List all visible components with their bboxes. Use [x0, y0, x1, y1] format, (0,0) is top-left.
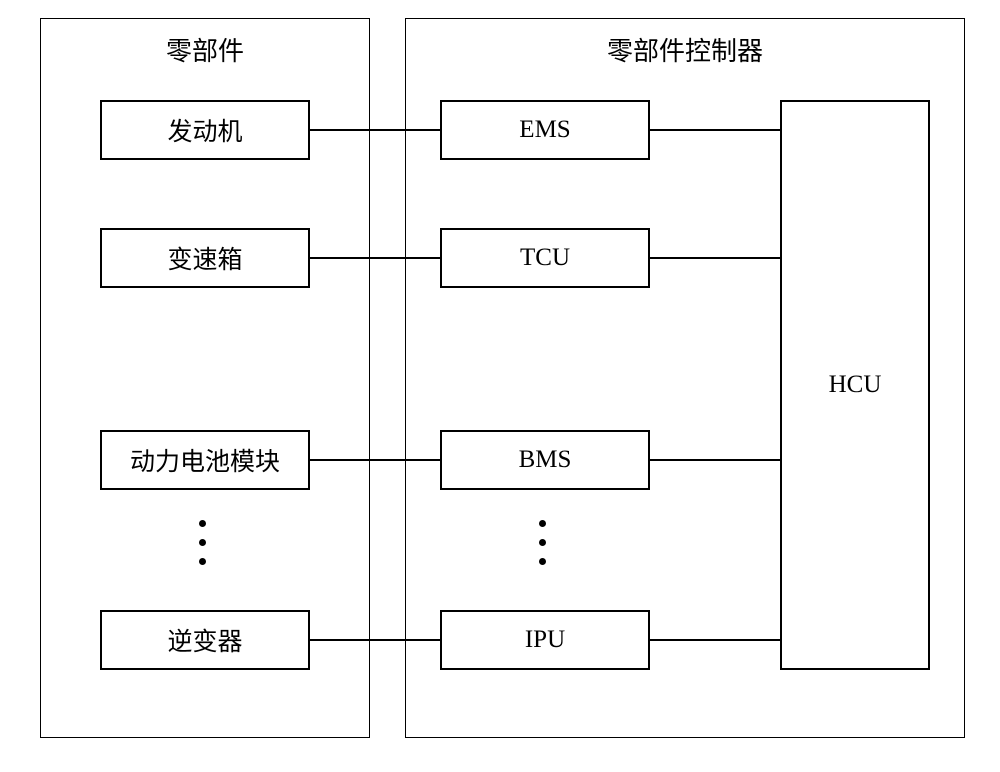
connector-r4-right [650, 639, 780, 641]
dot-icon [199, 520, 206, 527]
component-gearbox-label: 变速箱 [167, 240, 242, 276]
connector-r3-right [650, 459, 780, 461]
component-engine-label: 发动机 [167, 112, 242, 148]
component-engine: 发动机 [100, 100, 310, 160]
connector-r1-left [310, 129, 440, 131]
dot-icon [539, 520, 546, 527]
connector-r3-left [310, 459, 440, 461]
connector-r2-left [310, 257, 440, 259]
component-battery-label: 动力电池模块 [130, 442, 280, 478]
dot-icon [539, 558, 546, 565]
controller-ems: EMS [440, 100, 650, 160]
controller-ems-label: EMS [519, 116, 570, 144]
connector-r2-right [650, 257, 780, 259]
component-inverter: 逆变器 [100, 610, 310, 670]
connector-r4-left [310, 639, 440, 641]
controllers-panel-title: 零部件控制器 [406, 31, 964, 68]
controller-tcu: TCU [440, 228, 650, 288]
component-gearbox: 变速箱 [100, 228, 310, 288]
ellipsis-left [199, 520, 206, 565]
hcu-node: HCU [780, 100, 930, 670]
dot-icon [199, 558, 206, 565]
components-panel-title: 零部件 [41, 31, 369, 68]
hcu-label: HCU [829, 371, 882, 399]
controller-tcu-label: TCU [520, 244, 570, 272]
controller-ipu-label: IPU [525, 626, 565, 654]
dot-icon [199, 539, 206, 546]
controller-bms-label: BMS [519, 446, 572, 474]
controller-bms: BMS [440, 430, 650, 490]
ellipsis-right [539, 520, 546, 565]
connector-r1-right [650, 129, 780, 131]
dot-icon [539, 539, 546, 546]
controller-ipu: IPU [440, 610, 650, 670]
component-inverter-label: 逆变器 [167, 622, 242, 658]
component-battery: 动力电池模块 [100, 430, 310, 490]
